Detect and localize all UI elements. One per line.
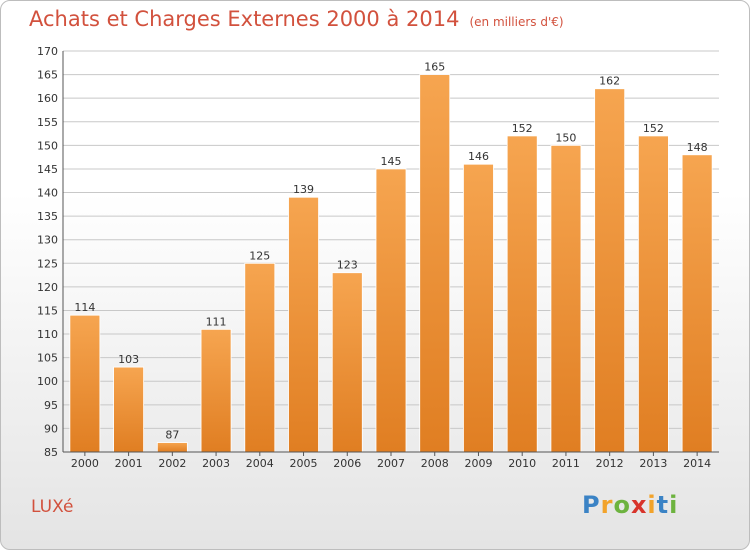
logo-letter: P xyxy=(582,491,601,519)
bar-2006 xyxy=(331,272,363,453)
bar-2007 xyxy=(375,168,407,453)
bar-2002 xyxy=(156,442,188,453)
bars xyxy=(69,74,713,453)
x-tick-label: 2008 xyxy=(421,457,449,470)
value-label-2009: 146 xyxy=(468,150,489,163)
y-tick-label: 170 xyxy=(37,45,58,58)
bar-2003 xyxy=(200,328,232,453)
unit-label: (en milliers d'€) xyxy=(469,15,564,29)
bar-2010 xyxy=(506,135,538,453)
value-label-2004: 125 xyxy=(249,249,270,262)
title-text: Achats et Charges Externes 2000 à 2014 xyxy=(29,7,460,31)
x-tick-label: 2012 xyxy=(596,457,624,470)
y-tick-label: 155 xyxy=(37,116,58,129)
x-tick-label: 2006 xyxy=(333,457,361,470)
y-tick-label: 105 xyxy=(37,352,58,365)
value-label-2008: 165 xyxy=(424,61,445,74)
value-label-2000: 114 xyxy=(74,301,95,314)
y-tick-label: 145 xyxy=(37,163,58,176)
x-tick-label: 2004 xyxy=(246,457,274,470)
bar-2005 xyxy=(288,196,319,453)
proxiti-logo: Proxiti xyxy=(582,491,678,519)
value-label-2013: 152 xyxy=(643,122,664,135)
y-tick-label: 110 xyxy=(37,328,58,341)
bar-2004 xyxy=(244,262,276,453)
y-tick-label: 150 xyxy=(37,139,58,152)
value-label-2007: 145 xyxy=(381,155,402,168)
y-tick-label: 160 xyxy=(37,92,58,105)
bar-2009 xyxy=(463,163,494,453)
value-label-2002: 87 xyxy=(165,429,179,442)
logo-letter: i xyxy=(669,491,679,519)
bar-2013 xyxy=(638,135,669,453)
y-tick-label: 95 xyxy=(44,399,58,412)
y-tick-label: 90 xyxy=(44,422,58,435)
x-tick-label: 2001 xyxy=(115,457,143,470)
y-tick-label: 135 xyxy=(37,210,58,223)
x-tick-label: 2011 xyxy=(552,457,580,470)
value-labels: 114 103 87 111 125 139 123 145 165 146 152 150 162 15… xyxy=(74,61,707,442)
x-tick-label: 2005 xyxy=(290,457,318,470)
y-tick-label: 140 xyxy=(37,187,58,200)
logo-letter: o xyxy=(613,491,631,519)
logo-letter: x xyxy=(630,491,648,519)
value-label-2010: 152 xyxy=(512,122,533,135)
logo-letter: r xyxy=(600,491,614,519)
bar-2012 xyxy=(594,88,626,453)
x-tick-label: 2007 xyxy=(377,457,405,470)
y-tick-label: 120 xyxy=(37,281,58,294)
x-tick-label: 2009 xyxy=(464,457,492,470)
y-tick-label: 125 xyxy=(37,257,58,270)
bar-2014 xyxy=(681,154,713,453)
x-tick-label: 2000 xyxy=(71,457,99,470)
chart-title: Achats et Charges Externes 2000 à 2014 (e… xyxy=(29,7,564,31)
x-tick-label: 2014 xyxy=(683,457,711,470)
value-label-2001: 103 xyxy=(118,353,139,366)
x-tick-label: 2010 xyxy=(508,457,536,470)
y-tick-label: 115 xyxy=(37,304,58,317)
value-label-2003: 111 xyxy=(206,315,227,328)
y-tick-label: 100 xyxy=(37,375,58,388)
x-tick-label: 2003 xyxy=(202,457,230,470)
value-label-2014: 148 xyxy=(687,141,708,154)
y-tick-label: 165 xyxy=(37,69,58,82)
y-tick-label: 130 xyxy=(37,234,58,247)
value-label-2011: 150 xyxy=(555,131,576,144)
axes: 8590951001051101151201251301351401451501… xyxy=(37,45,719,470)
value-label-2012: 162 xyxy=(599,75,620,88)
town-name: LUXé xyxy=(31,497,74,517)
bar-2011 xyxy=(550,144,582,453)
logo-letter: t xyxy=(656,491,670,519)
x-tick-label: 2013 xyxy=(639,457,667,470)
bar-2000 xyxy=(69,314,101,453)
bar-2008 xyxy=(419,74,451,453)
value-label-2005: 139 xyxy=(293,183,314,196)
y-tick-label: 85 xyxy=(44,446,58,459)
x-tick-label: 2002 xyxy=(158,457,186,470)
logo-letter: i xyxy=(647,491,657,519)
value-label-2006: 123 xyxy=(337,259,358,272)
bar-2001 xyxy=(113,366,144,453)
